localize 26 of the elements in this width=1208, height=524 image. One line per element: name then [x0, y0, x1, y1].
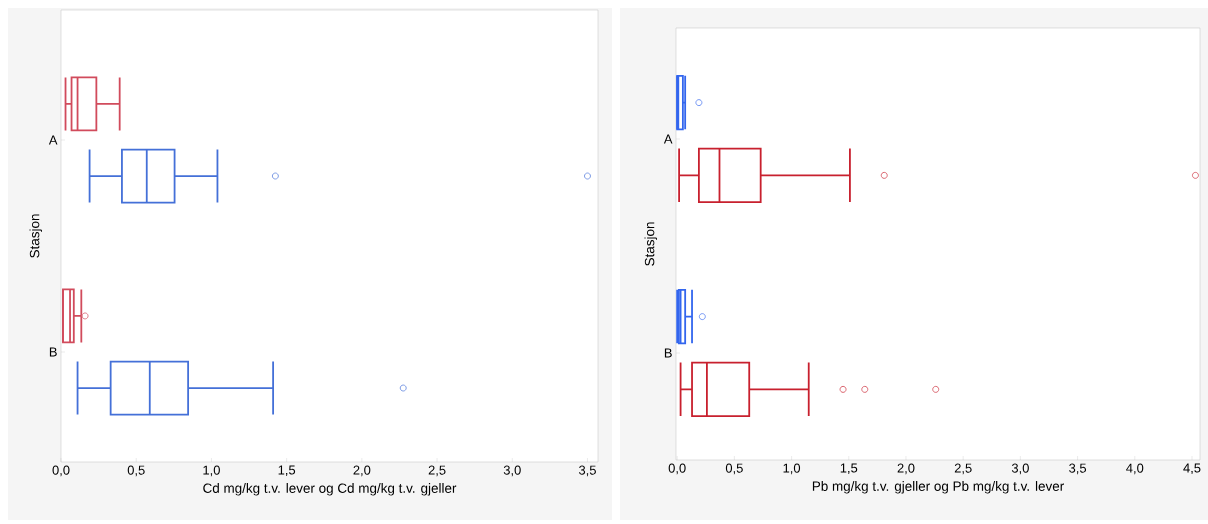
- x-tick-label: 3,0: [1011, 463, 1029, 475]
- y-tick-label: B: [664, 348, 672, 358]
- x-tick-label: 2,0: [353, 465, 371, 477]
- x-tick-label: 4,5: [1183, 463, 1201, 475]
- y-tick-label: A: [48, 135, 58, 145]
- x-axis-title: Cd mg/kg t.v. lever og Cd mg/kg t.v. gjeller: [203, 483, 457, 496]
- x-tick-label: 0,5: [725, 463, 743, 475]
- x-tick-label: 0,0: [668, 463, 686, 475]
- x-axis-title: Pb mg/kg t.v. gjeller og Pb mg/kg t.v. lever: [812, 481, 1064, 494]
- y-tick-label: B: [49, 347, 57, 357]
- x-tick-label: 0,0: [52, 465, 70, 477]
- x-tick-label: 2,0: [897, 463, 915, 475]
- x-tick-label: 3,0: [503, 465, 521, 477]
- x-tick-label: 3,5: [578, 465, 596, 477]
- y-tick-label: A: [663, 134, 673, 144]
- x-tick-label: 3,5: [1069, 463, 1087, 475]
- y-axis-title: Stasjon: [29, 214, 43, 258]
- x-tick-label: 2,5: [428, 465, 446, 477]
- x-tick-label: 4,0: [1126, 463, 1144, 475]
- x-tick-label: 1,5: [278, 465, 296, 477]
- x-tick-label: 0,5: [127, 465, 145, 477]
- x-tick-label: 1,0: [783, 463, 801, 475]
- x-tick-label: 1,5: [840, 463, 858, 475]
- x-tick-label: 2,5: [954, 463, 972, 475]
- y-axis-title: Stasjon: [644, 222, 658, 266]
- x-tick-label: 1,0: [203, 465, 220, 477]
